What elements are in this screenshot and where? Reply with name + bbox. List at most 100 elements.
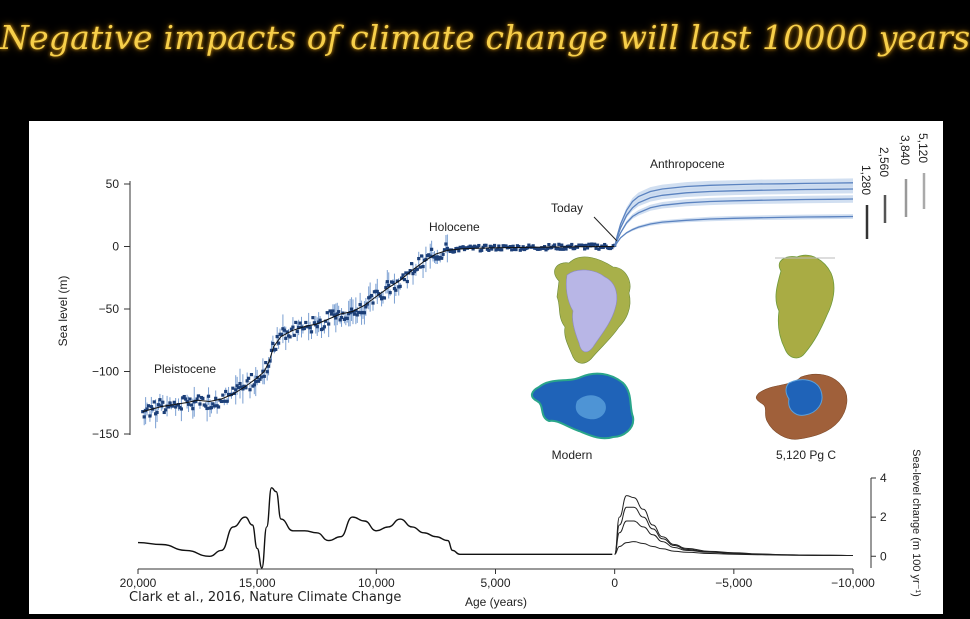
data-point [337, 310, 341, 314]
data-point [588, 244, 592, 248]
data-point [500, 248, 504, 252]
data-point [355, 313, 359, 317]
data-point [401, 273, 405, 277]
data-point [327, 322, 331, 326]
rate-projection-line [614, 541, 853, 556]
bottom-y-axis-label: Sea-level change (m 100 yr⁻¹) [910, 449, 922, 597]
data-point [508, 245, 512, 249]
projection-bands [614, 178, 853, 247]
data-point [391, 280, 395, 285]
data-point [309, 330, 314, 334]
data-point [435, 255, 439, 259]
data-point [284, 336, 288, 340]
data-point [585, 246, 590, 250]
bottom-x-tick-label: 0 [611, 576, 618, 590]
data-point [412, 269, 417, 274]
data-point [289, 327, 294, 331]
data-point [417, 257, 421, 261]
antarctica-modern-shelf [575, 395, 606, 420]
data-point [354, 309, 358, 313]
data-point [185, 400, 189, 404]
data-point [221, 393, 225, 397]
data-point [322, 325, 326, 329]
data-point [275, 334, 279, 339]
data-point [182, 394, 186, 399]
figure-panel: 50 0 −50 −100 −150 Sea level (m) Anthropocen… [29, 121, 943, 614]
data-point [267, 364, 271, 368]
bottom-x-tick-label: 5,000 [480, 576, 510, 590]
top-y-tick-label: −100 [92, 365, 119, 379]
data-point [601, 245, 605, 250]
data-point [527, 243, 531, 247]
data-point [404, 271, 408, 275]
bottom-x-axis-label: Age (years) [465, 595, 527, 609]
top-y-ticks: 50 0 −50 −100 −150 [92, 177, 130, 441]
top-y-tick-label: 0 [112, 240, 119, 254]
annotation-pleistocene: Pleistocene [154, 362, 216, 376]
data-point [402, 277, 407, 282]
data-point [338, 318, 342, 322]
projection-band [614, 214, 853, 247]
data-point [152, 400, 156, 404]
data-point [442, 248, 447, 252]
data-point [259, 375, 264, 379]
data-point [318, 318, 322, 322]
projection-line [614, 182, 854, 247]
sea-level-figure: 50 0 −50 −100 −150 Sea level (m) Anthropocen… [56, 133, 930, 609]
data-point [236, 386, 241, 390]
data-point [328, 309, 332, 313]
data-point [395, 279, 399, 283]
data-point [440, 256, 444, 260]
data-point [214, 396, 218, 400]
bottom-panel: 20,000 15,000 10,000 5,000 0 −5,000 −10,000 Ag… [120, 449, 922, 609]
data-point [392, 287, 397, 291]
data-point [385, 280, 389, 284]
data-point [234, 388, 238, 392]
data-point [399, 276, 404, 280]
annotation-today: Today [551, 201, 583, 215]
data-point [209, 406, 214, 410]
data-point [418, 265, 422, 269]
data-point [204, 404, 208, 408]
data-point [497, 244, 501, 248]
data-point [595, 243, 600, 247]
data-point [149, 405, 153, 409]
data-point [597, 247, 601, 251]
bottom-y-ticks: 0 2 4 [871, 471, 887, 563]
data-point [521, 245, 525, 249]
data-point [191, 407, 195, 411]
data-point [517, 244, 521, 249]
data-point [428, 254, 432, 258]
data-point [262, 374, 266, 378]
data-point [241, 387, 245, 391]
data-point [179, 407, 183, 411]
data-point [484, 243, 488, 247]
data-point [444, 242, 448, 246]
data-point [545, 246, 550, 251]
greenland-future-map [775, 254, 835, 359]
data-point [382, 296, 387, 300]
data-point [352, 312, 357, 316]
data-point [531, 244, 535, 248]
data-point [172, 400, 176, 404]
data-point [398, 284, 402, 288]
data-point [146, 404, 151, 408]
data-point [477, 243, 481, 248]
top-panel: 50 0 −50 −100 −150 Sea level (m) Anthropocen… [56, 133, 930, 462]
citation: Clark et al., 2016, Nature Climate Chang… [129, 590, 402, 605]
data-point [594, 246, 598, 250]
data-point [265, 370, 269, 374]
data-point [277, 341, 281, 345]
data-point [420, 254, 424, 258]
data-point [261, 369, 265, 373]
top-y-tick-label: 50 [106, 177, 120, 191]
rate-reconstruction-line [137, 487, 613, 569]
data-point [161, 400, 165, 404]
data-point [470, 245, 474, 249]
data-point [553, 243, 557, 247]
data-point [174, 405, 178, 409]
data-point [194, 399, 198, 403]
data-point [504, 244, 508, 248]
data-point [164, 408, 168, 412]
bottom-y-tick-label: 4 [880, 471, 887, 485]
